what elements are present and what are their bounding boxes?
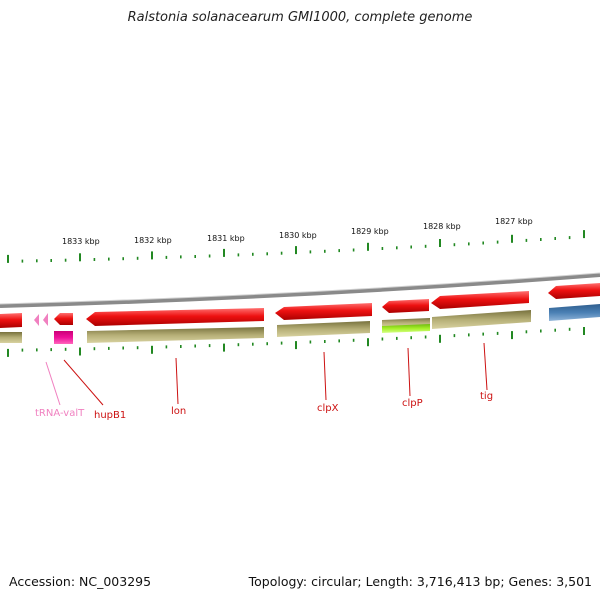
scale-label-1827: 1827 kbp — [495, 217, 533, 226]
cds-block-right-edge[interactable] — [549, 304, 600, 321]
scale-label-1830: 1830 kbp — [279, 231, 317, 240]
gene-label-clpP[interactable]: clpP — [402, 398, 423, 409]
gene-labels: tRNA-valT hupB1 lon clpX clpP tig — [35, 391, 493, 421]
pointer-lon — [175, 357, 179, 405]
gene-arrow-tig[interactable] — [431, 291, 529, 309]
gene-label-lon[interactable]: lon — [171, 406, 186, 417]
scale-label-1832: 1832 kbp — [134, 236, 172, 245]
cds-block-clpX[interactable] — [277, 321, 370, 337]
pointer-hupB1 — [63, 359, 104, 406]
gene-label-clpX[interactable]: clpX — [317, 403, 339, 414]
gene-arrow-clpP[interactable] — [382, 299, 429, 313]
cds-block-lon[interactable] — [87, 327, 264, 343]
pointer-tig — [483, 342, 488, 391]
gene-arrow-lon[interactable] — [86, 308, 264, 326]
gene-label-tig[interactable]: tig — [480, 391, 493, 402]
cds-block-hupB1[interactable] — [54, 331, 73, 344]
scale-labels: 1833 kbp 1832 kbp 1831 kbp 1830 kbp 1829… — [62, 217, 533, 246]
inner-scale-ticks — [7, 327, 585, 357]
scale-label-1828: 1828 kbp — [423, 222, 461, 231]
label-pointers — [45, 342, 488, 406]
gene-label-hupB1[interactable]: hupB1 — [94, 410, 126, 421]
pointer-trna-valT — [45, 361, 61, 406]
pointer-clpP — [407, 347, 411, 397]
gene-arrow-left-edge[interactable] — [0, 313, 22, 328]
gene-track — [0, 283, 600, 328]
cds-block-left-edge[interactable] — [0, 332, 22, 343]
scale-label-1833: 1833 kbp — [62, 237, 100, 246]
scale-label-1829: 1829 kbp — [351, 227, 389, 236]
gene-arrow-clpX[interactable] — [275, 303, 372, 320]
trna-arrow-1[interactable] — [34, 314, 39, 326]
outer-scale-ticks — [7, 230, 585, 263]
genome-backbone — [0, 273, 600, 308]
accession-text: Accession: NC_003295 — [9, 574, 152, 589]
cds-block-clpP[interactable] — [382, 324, 430, 333]
genome-backbone-highlight — [0, 272, 600, 305]
gene-arrow-hupB1[interactable] — [54, 313, 73, 325]
scale-label-1831: 1831 kbp — [207, 234, 245, 243]
pointer-clpX — [323, 351, 327, 401]
gene-arrow-right-edge[interactable] — [548, 283, 600, 299]
trna-arrow-2[interactable] — [43, 313, 48, 326]
cds-block-tig[interactable] — [432, 310, 531, 329]
gene-label-trna-valT[interactable]: tRNA-valT — [35, 408, 85, 419]
cds-track — [0, 304, 600, 344]
topology-text: Topology: circular; Length: 3,716,413 bp… — [248, 574, 592, 589]
map-title: Ralstonia solanacearum GMI1000, complete… — [127, 10, 473, 25]
